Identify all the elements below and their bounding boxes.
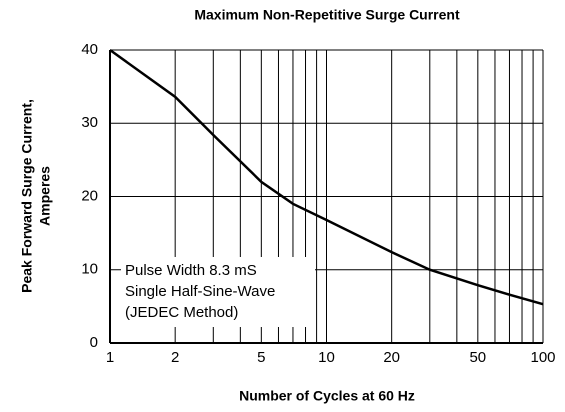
y-tick-label: 40 xyxy=(81,41,98,58)
x-tick-label: 2 xyxy=(171,349,179,366)
annotation-box xyxy=(121,257,315,327)
x-tick-label: 20 xyxy=(383,349,400,366)
y-tick-label: 10 xyxy=(81,261,98,278)
chart-title: Maximum Non-Repetitive Surge Current xyxy=(194,7,460,23)
annotation: Pulse Width 8.3 mS xyxy=(125,262,257,279)
y-tick-label: 0 xyxy=(90,334,98,351)
y-tick-label: 30 xyxy=(81,114,98,131)
annotation: (JEDEC Method) xyxy=(125,304,238,321)
line-series xyxy=(109,48,544,306)
y-tick-label: 20 xyxy=(81,187,98,204)
x-tick-label: 1 xyxy=(106,349,114,366)
x-axis-label: Number of Cycles at 60 Hz xyxy=(239,388,415,404)
y-axis-label: Amperes xyxy=(37,166,53,226)
x-tick-label: 5 xyxy=(257,349,265,366)
x-tick-label: 100 xyxy=(530,349,555,366)
annotation: Single Half-Sine-Wave xyxy=(125,283,275,300)
y-axis-label: Peak Forward Surge Current, xyxy=(19,99,35,293)
x-tick-label: 50 xyxy=(469,349,486,366)
x-tick-label: 10 xyxy=(318,349,335,366)
